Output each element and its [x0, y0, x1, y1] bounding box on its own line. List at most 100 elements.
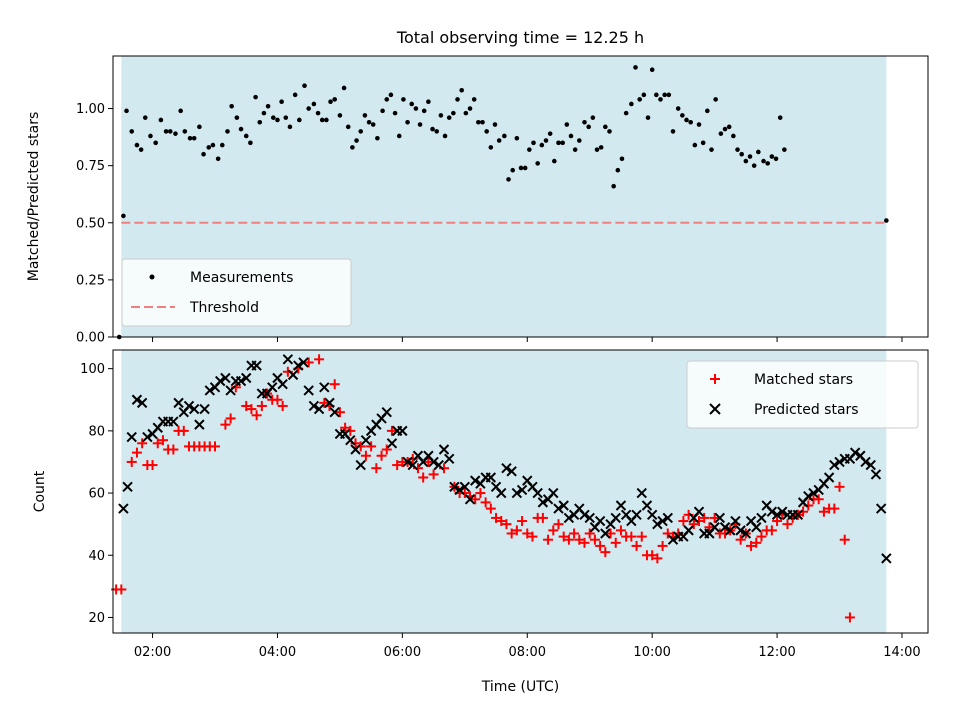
matched-point	[829, 503, 840, 514]
predicted-point	[714, 512, 726, 524]
measurement-point	[430, 126, 435, 132]
predicted-point	[657, 515, 668, 527]
measurement-point	[434, 129, 440, 134]
matched-point	[756, 531, 767, 542]
predicted-point	[563, 512, 575, 524]
predicted-point	[740, 528, 752, 539]
measurement-point	[219, 142, 225, 148]
measurement-point	[535, 161, 540, 166]
matched-point	[834, 481, 845, 492]
measurement-point	[705, 108, 710, 114]
measurement-point	[279, 99, 284, 104]
legend-matched-marker	[710, 374, 720, 384]
measurement-point	[426, 99, 431, 104]
measurement-point	[615, 167, 621, 173]
measurement-point	[884, 218, 889, 223]
predicted-point	[303, 385, 314, 396]
matched-point	[376, 450, 387, 461]
measurement-point	[718, 131, 724, 136]
measurement-point	[201, 151, 206, 157]
measurement-point	[476, 119, 481, 125]
x-tick-label: 08:00	[509, 645, 546, 660]
predicted-point	[449, 481, 460, 493]
measurement-point	[480, 119, 485, 125]
predicted-point	[615, 500, 627, 511]
matched-point	[615, 525, 626, 536]
measurement-point	[564, 122, 570, 127]
measurement-point	[739, 151, 744, 157]
measurement-point	[769, 154, 775, 159]
predicted-point	[485, 472, 497, 483]
predicted-point	[251, 360, 262, 371]
legend-predicted-label: Predicted stars	[754, 402, 859, 418]
matched-point	[381, 444, 392, 455]
measurement-point	[366, 119, 372, 125]
measurement-point	[502, 133, 507, 139]
measurement-point	[492, 122, 498, 127]
measurement-point	[641, 92, 647, 98]
measurement-point	[619, 156, 625, 162]
predicted-points	[118, 354, 892, 564]
predicted-point	[636, 487, 647, 499]
predicted-point	[267, 382, 278, 393]
y-tick-label: 40	[88, 549, 105, 564]
matched-point	[178, 425, 189, 436]
matched-point	[605, 528, 616, 539]
predicted-point	[766, 506, 778, 517]
legend-top: Measurements Threshold	[121, 258, 352, 327]
predicted-point	[464, 494, 476, 505]
matched-point	[735, 534, 746, 545]
matched-point	[475, 488, 486, 499]
measurement-point	[451, 110, 456, 116]
matched-point	[511, 525, 522, 536]
matched-point	[839, 534, 850, 545]
predicted-point	[860, 456, 871, 468]
matched-point	[366, 441, 377, 452]
matched-point	[334, 407, 345, 418]
predicted-point	[496, 487, 507, 499]
measurement-point	[384, 97, 390, 102]
measurement-point	[234, 115, 240, 120]
matched-point	[314, 354, 325, 365]
predicted-point	[136, 397, 148, 409]
predicted-point	[459, 481, 471, 493]
predicted-point	[865, 459, 876, 471]
predicted-point	[360, 434, 372, 446]
predicted-point	[829, 459, 840, 471]
measurement-point	[531, 140, 536, 146]
predicted-point	[319, 382, 330, 393]
panel-bottom: 20 40 60 80 100 02:00 04:00 06:00 08:00 10:00 12:…	[32, 349, 929, 695]
predicted-point	[751, 522, 762, 533]
predicted-point	[501, 462, 512, 474]
legend-matched-label: Matched stars	[754, 372, 853, 388]
y-tick-label: 0.00	[76, 331, 105, 346]
predicted-point	[870, 469, 882, 480]
measurement-point	[568, 133, 574, 139]
measurement-point	[629, 101, 634, 107]
measurement-point	[633, 65, 638, 70]
predicted-point	[823, 472, 835, 483]
matched-point	[496, 516, 507, 527]
predicted-point	[131, 394, 143, 405]
matched-point	[579, 537, 590, 548]
measurement-point	[484, 129, 489, 134]
predicted-point	[594, 515, 606, 527]
measurement-point	[124, 108, 129, 114]
measurement-point	[306, 106, 311, 111]
measurement-point	[572, 147, 578, 152]
predicted-point	[709, 522, 720, 533]
matched-point	[818, 506, 829, 517]
measurement-point	[446, 115, 452, 120]
measurement-point	[488, 145, 494, 150]
predicted-point	[407, 459, 418, 471]
measurement-point	[463, 110, 469, 116]
matched-point	[844, 612, 855, 623]
predicted-point	[641, 500, 653, 511]
measurement-point	[380, 108, 385, 114]
measurement-point	[191, 135, 197, 141]
measurement-point	[229, 103, 234, 109]
predicted-point	[537, 497, 549, 508]
matched-point	[303, 357, 314, 368]
matched-point	[527, 531, 538, 542]
matched-point	[610, 537, 621, 548]
